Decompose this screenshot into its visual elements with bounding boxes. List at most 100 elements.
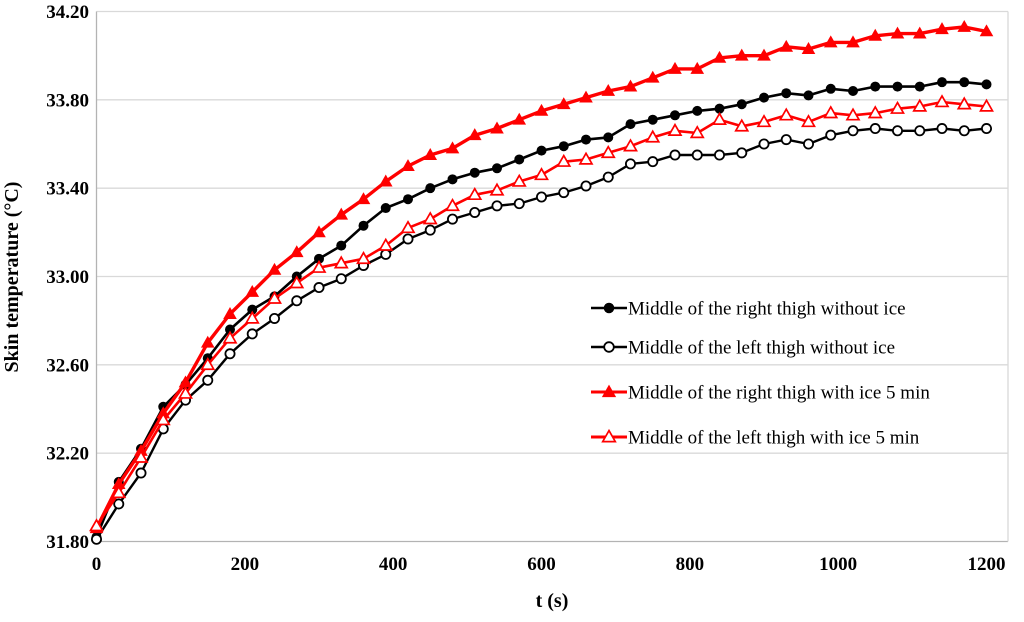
marker-circle-open xyxy=(268,312,280,324)
marker-triangle-open xyxy=(578,151,594,165)
series-layer xyxy=(89,19,994,545)
x-tick-label: 800 xyxy=(676,554,705,575)
marker-circle-filled xyxy=(447,174,458,185)
marker-triangle-open xyxy=(756,114,772,128)
legend-item-3: Middle of the left thigh with ice 5 min xyxy=(591,428,920,449)
marker-triangle-filled xyxy=(423,148,438,160)
marker-triangle-filled xyxy=(601,84,616,96)
marker-circle-open xyxy=(780,134,792,146)
marker-circle-open xyxy=(380,248,392,260)
marker-triangle-open xyxy=(534,167,549,181)
marker-triangle-open xyxy=(712,111,727,125)
marker-triangle-open xyxy=(689,125,705,139)
marker-triangle-open xyxy=(356,251,371,265)
y-tick-label: 32.60 xyxy=(46,355,89,376)
legend-label: Middle of the left thigh with ice 5 min xyxy=(628,428,920,449)
marker-circle-open xyxy=(469,206,481,218)
x-tick-label: 1200 xyxy=(968,554,1006,575)
marker-circle-filled xyxy=(781,88,792,99)
y-tick-label: 33.40 xyxy=(46,179,89,200)
marker-circle-open xyxy=(113,498,125,510)
marker-circle-open xyxy=(758,138,770,150)
marker-circle-open xyxy=(313,282,325,294)
marker-circle-open xyxy=(714,149,726,161)
marker-circle-filled xyxy=(425,183,436,194)
marker-circle-open xyxy=(202,374,214,386)
marker-circle-open xyxy=(402,233,414,245)
marker-triangle-open xyxy=(734,118,750,132)
marker-triangle-filled xyxy=(668,61,682,74)
marker-circle-open xyxy=(603,341,615,353)
marker-circle-filled xyxy=(870,81,881,92)
marker-triangle-filled xyxy=(534,103,549,116)
x-tick-label: 1000 xyxy=(819,554,857,575)
marker-triangle-open xyxy=(890,100,905,114)
marker-triangle-filled xyxy=(868,28,883,41)
marker-circle-filled xyxy=(981,79,992,90)
marker-triangle-open xyxy=(645,129,661,143)
marker-triangle-open xyxy=(934,94,950,108)
marker-circle-filled xyxy=(692,105,703,116)
marker-triangle-filled xyxy=(356,192,371,205)
x-axis-title: t (s) xyxy=(536,590,569,612)
marker-triangle-filled xyxy=(223,307,237,319)
marker-circle-open xyxy=(536,191,548,203)
marker-triangle-open xyxy=(333,255,349,269)
marker-triangle-filled xyxy=(178,375,193,388)
marker-circle-filled xyxy=(848,86,858,96)
marker-triangle-filled xyxy=(645,70,660,83)
marker-circle-open xyxy=(936,123,948,135)
marker-triangle-filled xyxy=(334,207,349,220)
marker-circle-filled xyxy=(469,167,480,178)
marker-circle-open xyxy=(647,156,659,168)
marker-triangle-filled xyxy=(712,50,727,63)
marker-triangle-filled xyxy=(245,284,260,297)
marker-triangle-filled xyxy=(601,384,617,398)
marker-triangle-open xyxy=(378,237,394,251)
legend: Middle of the right thigh without ice Mid… xyxy=(591,299,930,449)
y-tick-label: 32.20 xyxy=(46,444,89,465)
marker-triangle-filled xyxy=(890,26,905,39)
legend-item-1: Middle of the left thigh without ice xyxy=(591,338,895,359)
series-triangle-filled xyxy=(89,19,994,534)
x-tick-label: 200 xyxy=(231,554,260,575)
legend-label: Middle of the right thigh without ice xyxy=(628,299,906,320)
marker-triangle-filled xyxy=(579,90,593,103)
marker-triangle-filled xyxy=(312,225,326,238)
marker-triangle-filled xyxy=(267,262,282,275)
marker-triangle-open xyxy=(601,428,617,443)
marker-triangle-open xyxy=(667,122,683,136)
marker-circle-filled xyxy=(336,240,347,251)
gridlines xyxy=(95,10,1009,543)
x-tick-label: 400 xyxy=(379,554,408,575)
marker-triangle-filled xyxy=(556,97,571,110)
y-axis-title: Skin temperature (°C) xyxy=(1,182,23,373)
marker-triangle-filled xyxy=(757,48,771,61)
marker-triangle-open xyxy=(133,449,149,463)
marker-triangle-filled xyxy=(734,48,749,61)
marker-circle-open xyxy=(736,147,748,159)
marker-circle-open xyxy=(246,328,258,340)
marker-circle-filled xyxy=(492,163,502,174)
marker-triangle-open xyxy=(600,145,616,159)
marker-circle-open xyxy=(424,224,436,236)
marker-circle-open xyxy=(513,198,525,210)
marker-circle-filled xyxy=(759,92,769,103)
marker-circle-filled xyxy=(670,110,680,121)
marker-triangle-open xyxy=(623,138,638,152)
x-tick-label: 0 xyxy=(92,554,102,575)
marker-triangle-open xyxy=(778,107,794,121)
marker-circle-open xyxy=(602,171,614,183)
marker-circle-open xyxy=(847,125,859,137)
legend-item-0: Middle of the right thigh without ice xyxy=(591,299,906,320)
marker-triangle-filled xyxy=(378,174,393,187)
marker-triangle-filled xyxy=(957,19,972,32)
legend-label: Middle of the left thigh without ice xyxy=(628,338,895,359)
y-tick-label: 34.20 xyxy=(46,2,89,23)
marker-triangle-open xyxy=(801,114,816,128)
marker-triangle-open xyxy=(445,198,460,212)
marker-triangle-open xyxy=(178,385,193,399)
x-tick-label: 600 xyxy=(527,554,556,575)
marker-triangle-filled xyxy=(490,121,504,134)
